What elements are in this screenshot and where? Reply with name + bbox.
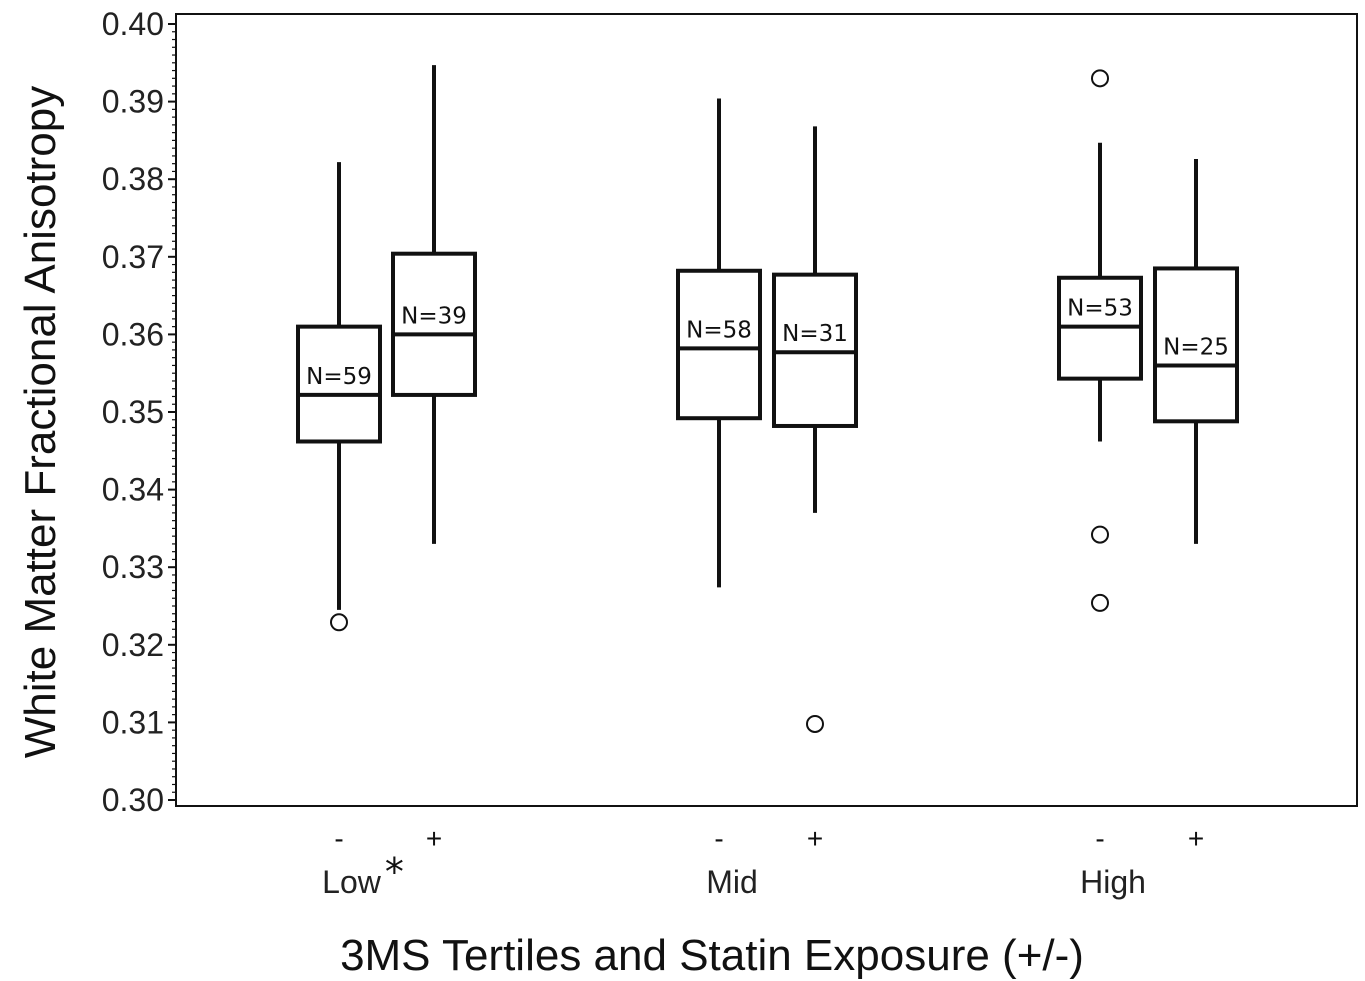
box-high-no-statin: N=53 [1057,69,1143,612]
y-tick-label: 0.38 [102,161,164,197]
y-tick-label: 0.30 [102,782,164,818]
group-label-high: High [1080,864,1146,900]
y-tick-label: 0.33 [102,549,164,585]
box-mid-statin: N=31 [772,126,858,733]
n-label: N=31 [782,321,848,347]
n-label: N=39 [401,303,467,329]
box-series: N=59 N=39 N=58 N=31 N=53 N=25 [296,65,1239,733]
iqr-box [391,251,477,397]
y-tick-label: 0.37 [102,239,164,275]
n-label: N=59 [306,364,372,390]
y-tick-label: 0.36 [102,316,164,352]
iqr-box [296,324,382,444]
group-label-low: Low [322,864,382,900]
y-tick-label: 0.31 [102,704,164,740]
iqr-box [676,268,762,421]
plot-frame [175,13,1358,807]
x-axis-title: 3MS Tertiles and Statin Exposure (+/-) [340,931,1084,980]
y-tick-label: 0.39 [102,84,164,120]
outlier-point [806,714,824,733]
statin-sign-label: - [1095,823,1104,854]
n-label: N=58 [686,317,752,343]
y-tick-label: 0.40 [102,6,164,42]
significance-marker: * [385,850,404,894]
y-tick-label: 0.32 [102,627,164,663]
x-axis: - + - + - + Low * Mid High [322,823,1204,900]
statin-sign-label: - [714,823,723,854]
y-tick-label: 0.35 [102,394,164,430]
statin-sign-label: + [426,823,442,854]
box-low-statin: N=39 [391,65,477,544]
y-axis-title: White Matter Fractional Anisotropy [16,86,65,758]
outlier-point [1091,525,1109,544]
box-low-no-statin: N=59 [296,162,382,632]
statin-sign-label: - [334,823,343,854]
statin-sign-label: + [807,823,823,854]
iqr-box [1153,266,1239,424]
outlier-point [1091,593,1109,612]
group-label-mid: Mid [706,864,758,900]
statin-sign-label: + [1188,823,1204,854]
box-mid-no-statin: N=58 [676,98,762,588]
outlier-point [1091,69,1109,88]
n-label: N=53 [1067,296,1133,322]
y-tick-label: 0.34 [102,472,164,508]
box-high-statin: N=25 [1153,159,1239,544]
n-label: N=25 [1163,334,1229,360]
y-axis: 0.30 0.31 0.32 0.33 0.34 0.35 0.36 0.37 0.38 0.39… [102,6,176,818]
outlier-point [330,613,348,632]
